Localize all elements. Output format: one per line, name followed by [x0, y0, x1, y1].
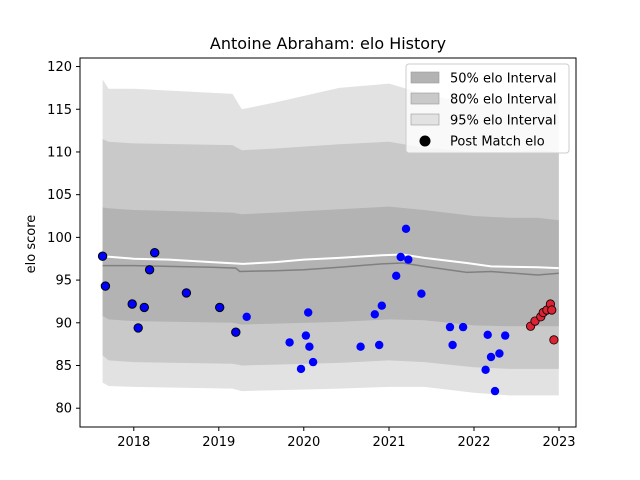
post-match-point — [304, 308, 313, 317]
post-match-point — [377, 301, 386, 310]
median-elo-line — [102, 262, 559, 276]
y-tick-label: 120 — [47, 60, 72, 75]
post-match-point — [458, 322, 468, 332]
post-match-point — [392, 271, 401, 280]
post-match-point — [127, 299, 137, 309]
y-tick-label: 95 — [55, 274, 72, 289]
post-match-point — [490, 386, 500, 396]
post-match-point — [231, 327, 241, 337]
legend-swatch — [410, 71, 440, 84]
chart-title: Antoine Abraham: elo History — [210, 34, 446, 53]
plot-area — [97, 79, 559, 396]
post-match-point — [549, 335, 559, 345]
y-tick-label: 80 — [55, 402, 72, 417]
post-match-point — [215, 302, 225, 313]
post-match-point — [404, 255, 413, 264]
post-match-point — [396, 252, 405, 262]
x-tick-label: 2021 — [372, 435, 405, 450]
plot-content — [97, 79, 559, 396]
mean-elo-line — [102, 253, 559, 270]
post-match-point — [547, 305, 557, 315]
y-tick-label: 100 — [47, 231, 72, 246]
post-match-point — [181, 288, 192, 298]
legend-swatch — [410, 92, 440, 105]
x-tick-label: 2018 — [117, 435, 150, 450]
x-tick-label: 2020 — [287, 435, 320, 450]
y-tick-label: 105 — [47, 188, 72, 203]
post-match-point — [356, 342, 365, 351]
legend-swatch — [410, 113, 440, 126]
post-match-point — [150, 248, 160, 258]
post-match-point — [296, 364, 306, 374]
post-match-point — [495, 349, 504, 358]
x-tick-label: 2019 — [202, 435, 235, 450]
legend-label: 50% elo Interval — [450, 72, 557, 87]
y-tick-label: 115 — [47, 103, 72, 118]
interval-band-3 — [102, 206, 559, 327]
legend-label: 80% elo Interval — [450, 93, 557, 108]
post-match-point — [401, 224, 411, 233]
post-match-point — [301, 331, 311, 340]
post-match-point — [501, 331, 510, 340]
post-match-point — [139, 302, 150, 313]
legend: 50% elo Interval 80% elo Interval 95% elo … — [405, 63, 570, 154]
post-match-point — [448, 340, 457, 350]
post-match-point — [481, 365, 490, 374]
legend-marker — [419, 135, 431, 147]
legend-label: 95% elo Interval — [450, 114, 557, 129]
x-tick-label: 2023 — [542, 435, 575, 450]
y-tick-label: 85 — [55, 359, 72, 374]
y-tick-label: 90 — [55, 316, 72, 331]
legend-box — [405, 63, 570, 154]
axes-frame — [79, 57, 577, 428]
post-match-point — [144, 265, 155, 275]
post-match-point — [305, 342, 314, 351]
post-match-point — [100, 281, 111, 291]
post-match-point — [375, 340, 384, 350]
post-match-point — [242, 312, 251, 321]
post-match-point — [486, 352, 496, 362]
axes: 2018 2019 2020 2021 2022 2023 80 85 90 95 100 105 11… — [47, 57, 577, 450]
legend-label: Post Match elo — [450, 135, 545, 150]
post-match-point — [417, 289, 426, 298]
post-match-point — [285, 338, 294, 347]
post-match-point — [133, 323, 143, 333]
post-match-point — [97, 251, 108, 261]
post-match-point — [308, 357, 318, 367]
y-tick-label: 110 — [47, 145, 72, 160]
x-tick-label: 2022 — [457, 435, 490, 450]
post-match-point — [483, 330, 492, 339]
post-match-point — [370, 310, 379, 319]
post-match-point — [445, 322, 455, 332]
y-axis-label: elo score — [24, 215, 39, 274]
